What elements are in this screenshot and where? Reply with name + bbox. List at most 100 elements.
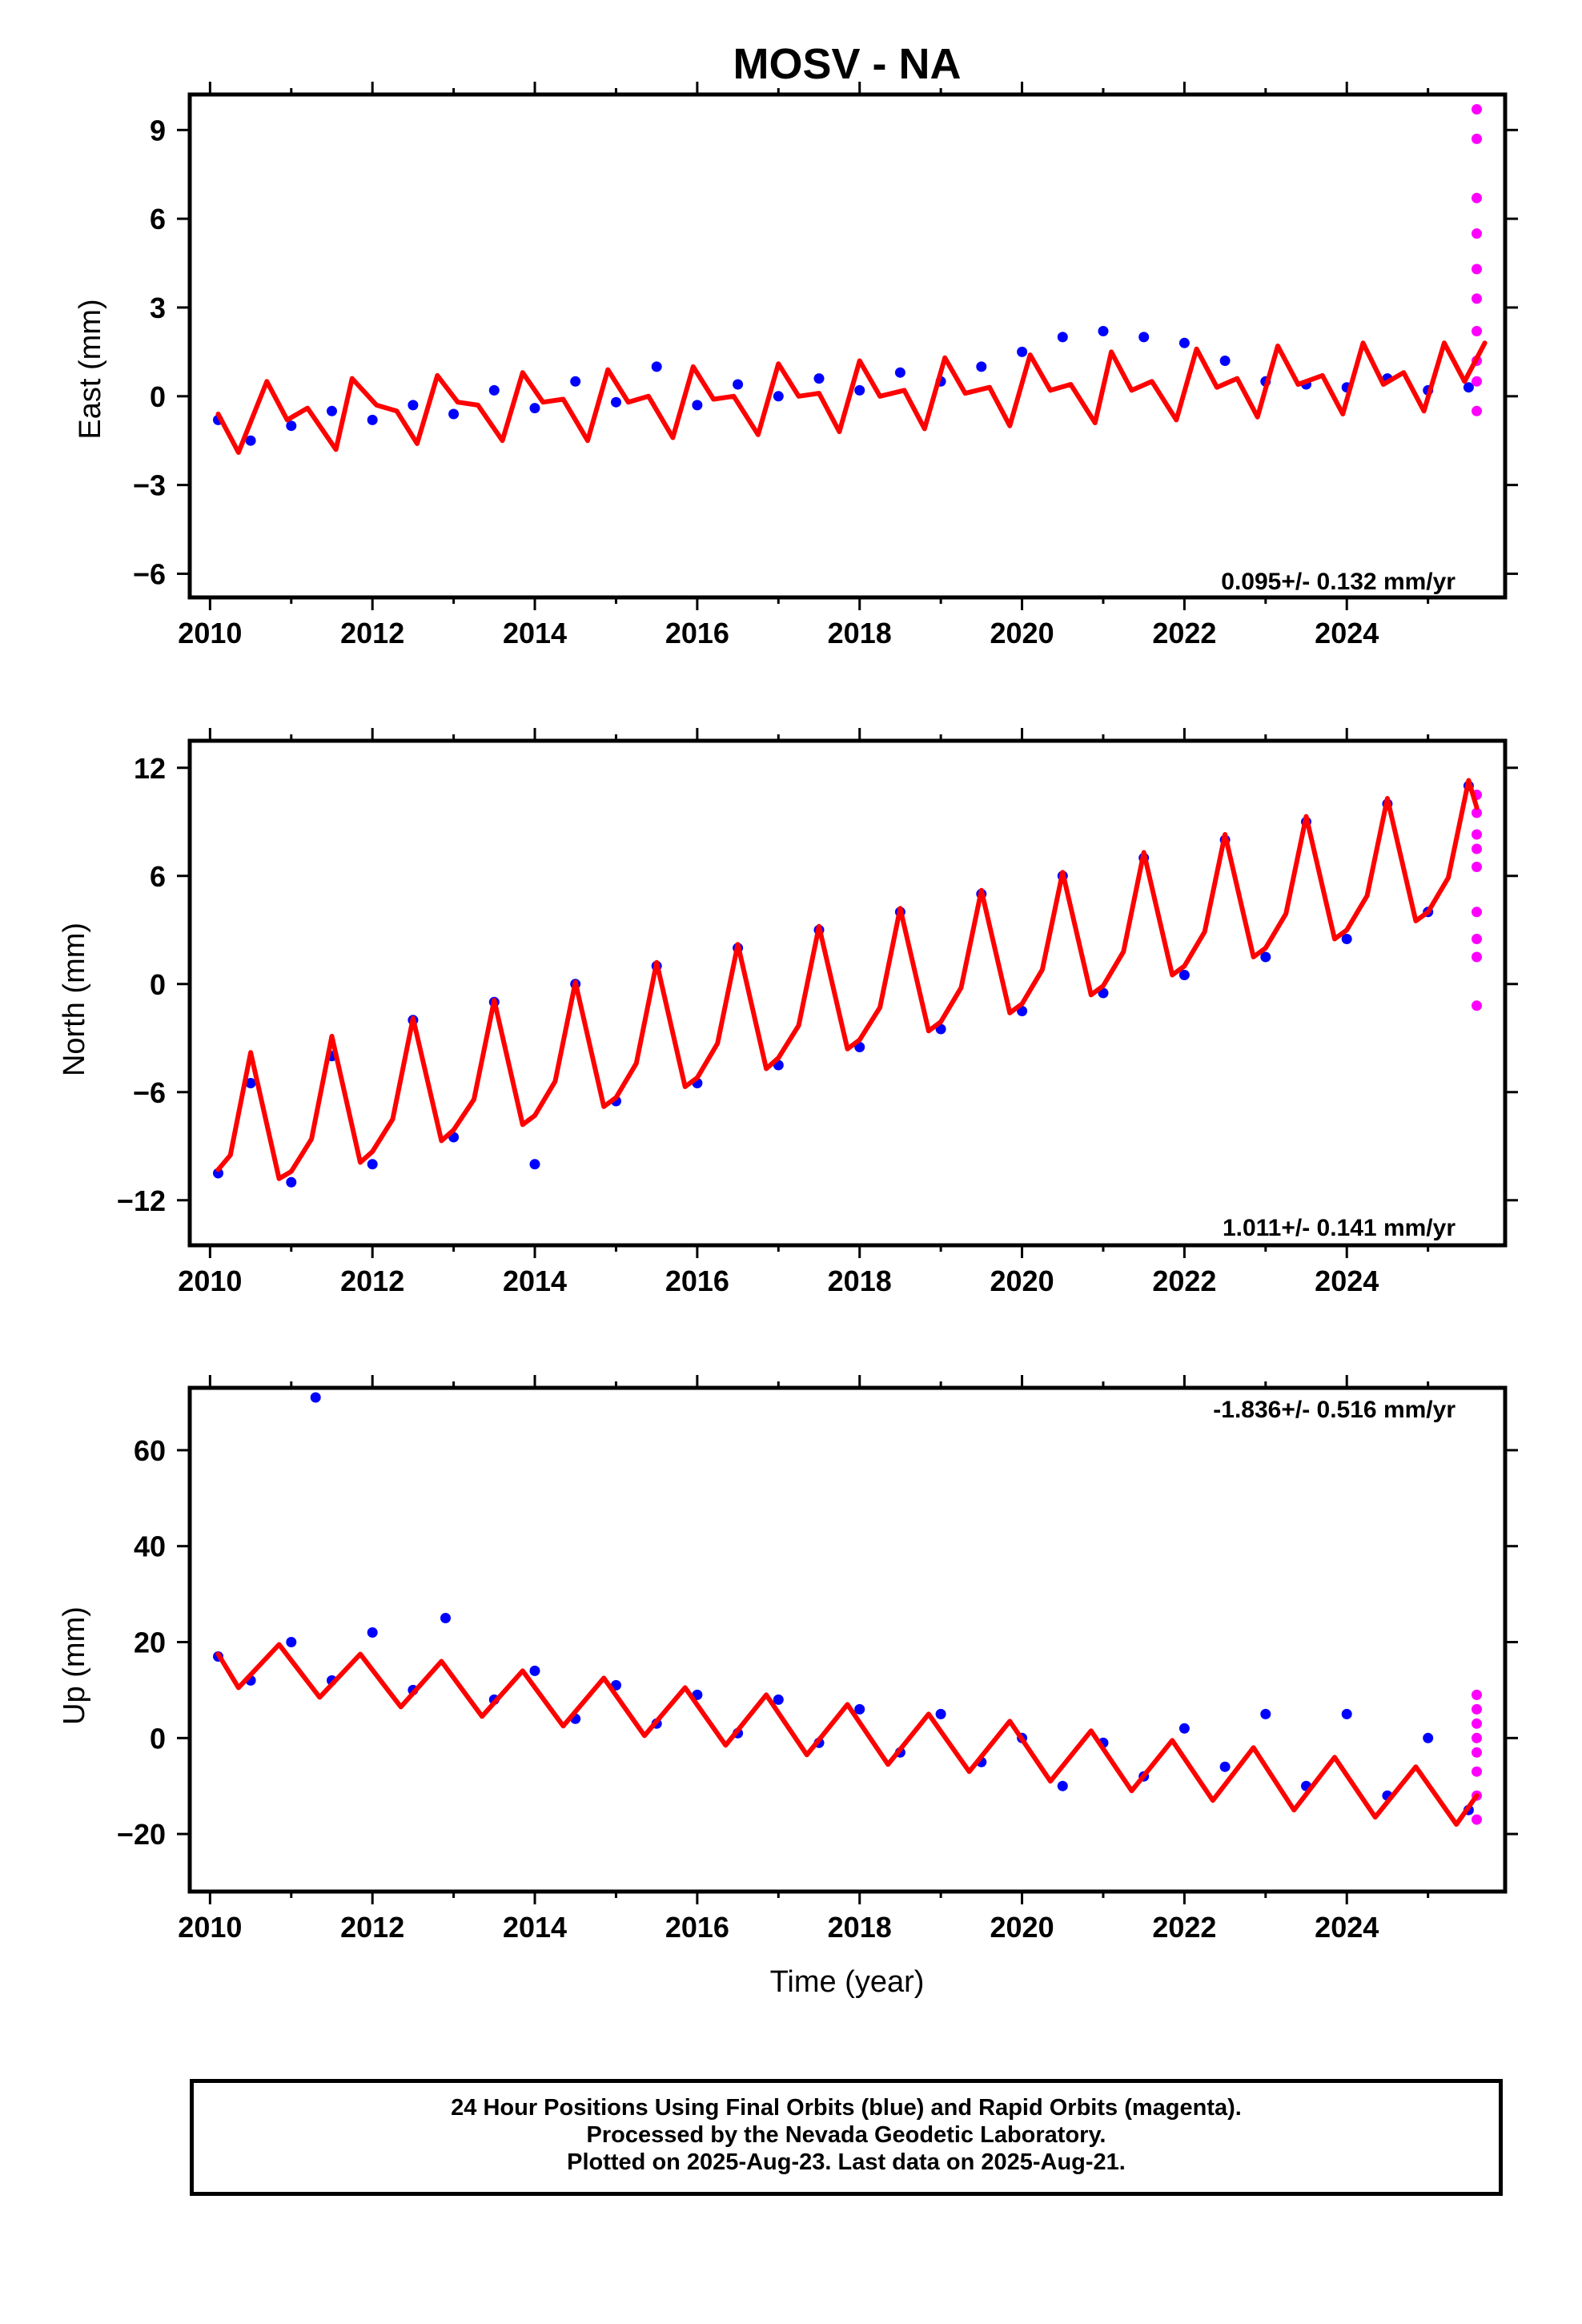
up-final-orbit-point xyxy=(440,1613,451,1623)
up-final-orbit-point xyxy=(1057,1780,1068,1791)
up-final-orbit-point xyxy=(529,1665,540,1676)
up-final-orbit-point xyxy=(367,1627,378,1638)
chart-title: MOSV - NA xyxy=(733,40,961,88)
north-final-orbit-point xyxy=(1341,934,1352,944)
east-final-orbit-point xyxy=(327,405,337,416)
up-final-orbit-point xyxy=(1219,1761,1231,1772)
east-y-tick-label: −3 xyxy=(133,469,166,502)
up-x-tick-label: 2022 xyxy=(1152,1911,1216,1944)
north-y-tick-label: 0 xyxy=(150,968,166,1001)
north-final-orbit-point xyxy=(1260,951,1271,963)
east-rate-label: 0.095+/- 0.132 mm/yr xyxy=(1221,569,1456,595)
up-final-orbit-point xyxy=(773,1694,784,1705)
north-x-tick-label: 2022 xyxy=(1152,1265,1216,1297)
up-plot-frame xyxy=(187,1385,1508,1894)
east-x-tick-label: 2018 xyxy=(828,617,892,649)
east-final-orbit-point xyxy=(1138,332,1150,343)
up-y-tick-label: −20 xyxy=(117,1818,166,1851)
footer-line-3: Plotted on 2025-Aug-23. Last data on 202… xyxy=(567,2149,1126,2175)
east-x-tick-label: 2020 xyxy=(990,617,1054,649)
up-data-points xyxy=(213,1392,1482,1825)
up-x-tick-label: 2012 xyxy=(340,1911,404,1944)
up-y-tick-label: 60 xyxy=(134,1434,166,1467)
east-final-orbit-point xyxy=(854,384,865,396)
east-final-orbit-point xyxy=(408,400,419,411)
up-final-orbit-point xyxy=(854,1703,865,1715)
east-y-tick-label: 9 xyxy=(150,114,166,147)
up-final-orbit-point xyxy=(310,1392,321,1403)
east-final-orbit-point xyxy=(1057,332,1068,343)
up-x-tick-label: 2024 xyxy=(1315,1911,1379,1944)
east-final-orbit-point xyxy=(651,361,662,372)
up-x-tick-label: 2018 xyxy=(828,1911,892,1944)
up-final-orbit-point xyxy=(1341,1708,1352,1719)
up-rapid-orbit-point xyxy=(1472,1718,1482,1729)
north-final-orbit-point xyxy=(367,1159,378,1170)
north-rapid-orbit-point xyxy=(1472,934,1482,944)
north-x-tick-label: 2016 xyxy=(665,1265,729,1297)
east-x-tick-label: 2014 xyxy=(503,617,567,649)
east-rapid-orbit-point xyxy=(1472,405,1482,416)
east-x-tick-label: 2016 xyxy=(665,617,729,649)
east-rapid-orbit-point xyxy=(1472,133,1482,144)
up-y-tick-label: 0 xyxy=(150,1722,166,1755)
up-rate-label: -1.836+/- 0.516 mm/yr xyxy=(1213,1397,1456,1423)
east-y-tick-label: −6 xyxy=(133,557,166,590)
east-rapid-orbit-point xyxy=(1472,192,1482,203)
east-final-orbit-point xyxy=(448,408,460,420)
north-y-tick-label: −6 xyxy=(133,1076,166,1109)
north-final-orbit-point xyxy=(213,1168,223,1179)
east-y-tick-label: 3 xyxy=(150,292,166,324)
north-rate-label: 1.011+/- 0.141 mm/yr xyxy=(1223,1215,1456,1241)
up-final-orbit-point xyxy=(935,1708,946,1719)
north-data-points xyxy=(213,780,1482,1188)
east-final-orbit-point xyxy=(1098,326,1109,336)
up-x-tick-label: 2020 xyxy=(990,1911,1054,1944)
up-rapid-orbit-point xyxy=(1472,1766,1482,1777)
east-data-points xyxy=(213,104,1482,446)
up-final-orbit-point xyxy=(1423,1732,1434,1743)
east-fit-curve xyxy=(215,340,1488,455)
footer-line-2: Processed by the Nevada Geodetic Laborat… xyxy=(586,2122,1106,2148)
east-final-orbit-point xyxy=(570,376,581,387)
east-final-orbit-point xyxy=(1178,337,1190,348)
east-rapid-orbit-point xyxy=(1472,228,1482,239)
up-y-tick-label: 20 xyxy=(134,1626,166,1659)
up-y-tick-label: 40 xyxy=(134,1530,166,1563)
east-rapid-orbit-point xyxy=(1472,104,1482,115)
east-rapid-orbit-point xyxy=(1472,376,1482,387)
east-final-orbit-point xyxy=(611,396,621,408)
east-final-orbit-point xyxy=(976,361,987,372)
north-x-tick-label: 2010 xyxy=(178,1265,242,1297)
east-final-orbit-point xyxy=(529,403,540,414)
north-y-tick-label: 12 xyxy=(134,752,166,785)
up-rapid-orbit-point xyxy=(1472,1703,1482,1715)
north-rapid-orbit-point xyxy=(1472,843,1482,854)
north-axis-label: North (mm) xyxy=(58,923,91,1076)
north-x-tick-label: 2012 xyxy=(340,1265,404,1297)
east-rapid-orbit-point xyxy=(1472,263,1482,275)
up-final-orbit-point xyxy=(1178,1723,1190,1734)
north-y-tick-label: −12 xyxy=(117,1184,166,1217)
east-final-orbit-point xyxy=(894,367,905,378)
up-fit-curve xyxy=(215,1642,1480,1827)
north-rapid-orbit-point xyxy=(1472,1000,1482,1011)
east-x-tick-label: 2024 xyxy=(1315,617,1379,649)
east-final-orbit-point xyxy=(245,435,256,446)
north-x-tick-label: 2018 xyxy=(828,1265,892,1297)
east-axis-label: East (mm) xyxy=(74,299,107,439)
east-final-orbit-point xyxy=(1219,356,1231,366)
east-final-orbit-point xyxy=(692,400,703,411)
north-fit-curve xyxy=(215,778,1480,1181)
up-panel: Up (mm) -1.836+/- 0.516 mm/yr Time (year… xyxy=(58,1375,1518,1999)
up-rapid-orbit-point xyxy=(1472,1814,1482,1825)
east-final-orbit-point xyxy=(488,384,500,396)
north-x-tick-label: 2014 xyxy=(503,1265,567,1297)
east-final-orbit-point xyxy=(1017,346,1028,357)
up-x-tick-label: 2010 xyxy=(178,1911,242,1944)
east-x-tick-label: 2012 xyxy=(340,617,404,649)
north-rapid-orbit-point xyxy=(1472,807,1482,818)
north-rapid-orbit-point xyxy=(1472,907,1482,918)
north-x-tick-label: 2020 xyxy=(990,1265,1054,1297)
